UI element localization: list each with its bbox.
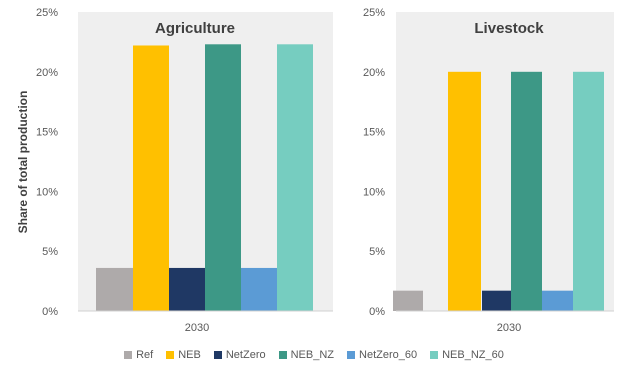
legend-swatch bbox=[213, 351, 222, 359]
legend-item: NetZero_60 bbox=[347, 349, 417, 361]
legend-swatch bbox=[347, 351, 356, 359]
chart-panel-agriculture: 0% 5% 10% 15% 20% 25% 2030 Agriculture Share of … bbox=[16, 7, 333, 334]
y-tick-label: 0% bbox=[369, 306, 385, 318]
y-tick-label: 5% bbox=[369, 246, 385, 258]
bar-netzero bbox=[482, 290, 511, 311]
legend-swatch bbox=[166, 351, 175, 359]
y-tick-label: 25% bbox=[363, 7, 385, 19]
bar-neb-nz bbox=[205, 44, 241, 312]
panel-title: Livestock bbox=[474, 20, 544, 37]
bar-neb-nz-60 bbox=[277, 44, 313, 312]
y-tick-label: 20% bbox=[36, 67, 58, 79]
y-tick-label: 15% bbox=[363, 127, 385, 139]
legend-item: NEB_NZ bbox=[278, 349, 335, 361]
bar-netzero-60 bbox=[542, 290, 573, 311]
bar-neb-nz bbox=[511, 71, 542, 311]
legend-item: NEB bbox=[166, 349, 201, 361]
x-tick-label: 2030 bbox=[185, 322, 209, 334]
legend-label: NetZero_60 bbox=[359, 349, 418, 361]
legend-item: NetZero bbox=[213, 349, 266, 361]
y-tick-label: 10% bbox=[36, 186, 58, 198]
legend-item: Ref bbox=[124, 349, 153, 361]
bar-neb-nz-60 bbox=[573, 71, 604, 311]
y-tick-label: 25% bbox=[36, 7, 58, 19]
legend-item: NEB_NZ_60 bbox=[430, 349, 504, 361]
panel-title: Agriculture bbox=[155, 20, 235, 37]
bar-netzero-60 bbox=[241, 267, 277, 311]
y-tick-label: 20% bbox=[363, 67, 385, 79]
bar-neb bbox=[133, 45, 169, 311]
legend-swatch bbox=[278, 351, 287, 359]
bar-ref bbox=[96, 267, 133, 311]
y-axis-label: Share of total production bbox=[16, 91, 30, 234]
legend-label: NEB_NZ bbox=[290, 349, 335, 361]
chart-panel-livestock: 0% 5% 10% 15% 20% 25% 2030 Livestock bbox=[363, 7, 614, 334]
legend-label: NEB bbox=[178, 349, 201, 361]
y-tick-label: 5% bbox=[42, 246, 58, 258]
bar-netzero bbox=[169, 267, 205, 311]
legend-label: Ref bbox=[136, 349, 154, 361]
legend-swatch bbox=[430, 351, 439, 359]
y-tick-label: 15% bbox=[36, 127, 58, 139]
y-tick-label: 10% bbox=[363, 186, 385, 198]
legend: Ref NEB NetZero NEB_NZ NetZero_60 NEB_NZ_60 bbox=[0, 347, 628, 363]
figure: 0% 5% 10% 15% 20% 25% 2030 Agriculture Share of … bbox=[16, 7, 614, 334]
bar-neb bbox=[448, 71, 481, 311]
legend-label: NEB_NZ_60 bbox=[442, 349, 504, 361]
legend-label: NetZero bbox=[225, 349, 266, 361]
y-tick-label: 0% bbox=[42, 306, 58, 318]
x-tick-label: 2030 bbox=[497, 322, 521, 334]
legend-swatch bbox=[124, 351, 133, 359]
bar-ref bbox=[393, 290, 423, 311]
